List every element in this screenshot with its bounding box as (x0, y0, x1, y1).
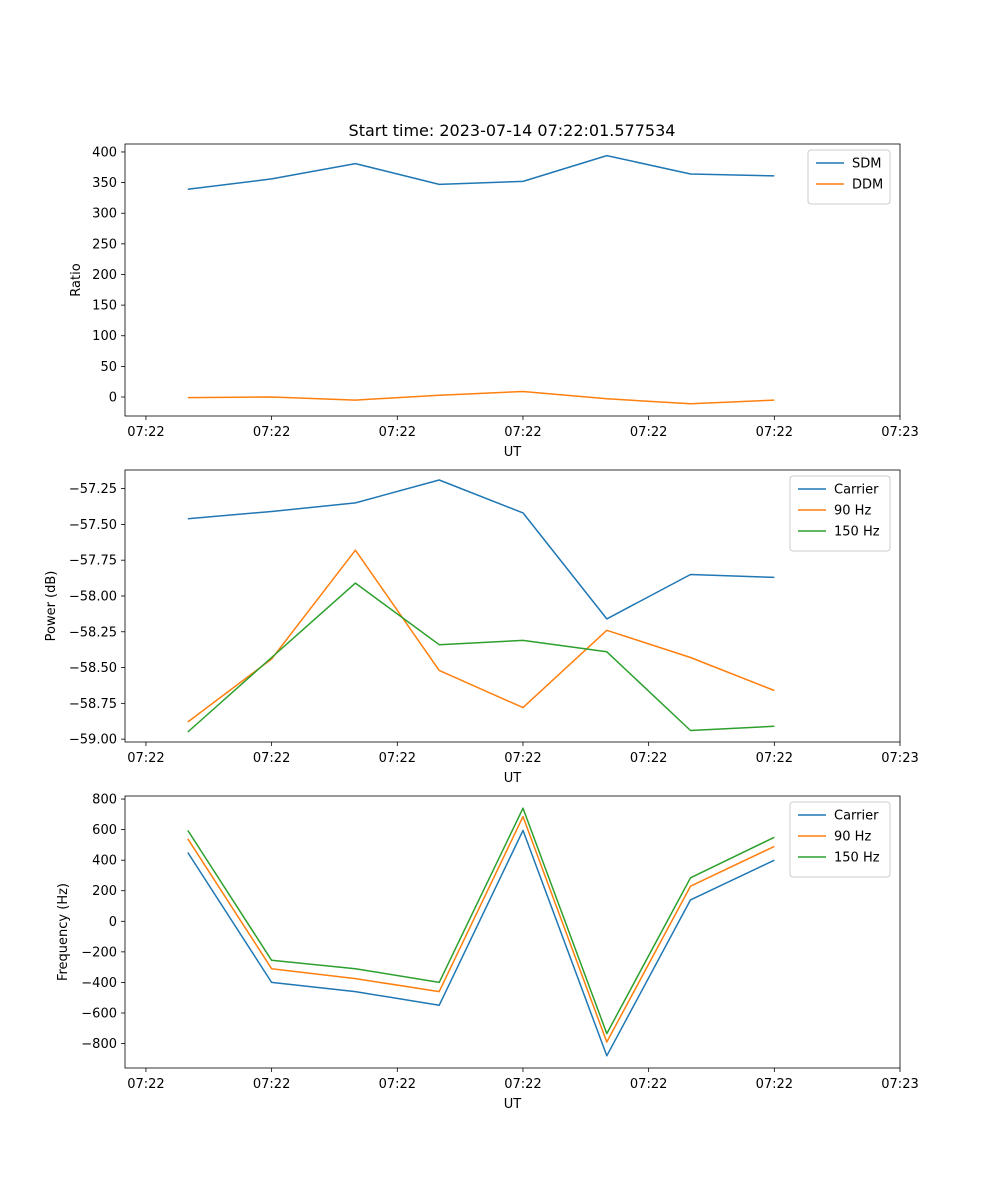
axes-frame (124, 795, 901, 1069)
x-tick-label: 07:22 (630, 425, 667, 440)
x-tick-label: 07:22 (504, 751, 541, 766)
y-axis-label: Power (dB) (44, 571, 59, 642)
y-tick-label: −58.75 (69, 697, 117, 712)
frequency-subplot: 07:22 07:22 07:22 07:22 07:22 07:22 07:23 −800 −… (56, 793, 919, 1112)
y-tick-label: −58.50 (69, 661, 117, 676)
axes-frame (124, 469, 901, 743)
y-tick-label: −600 (81, 1006, 117, 1021)
x-tick-label: 07:23 (881, 425, 918, 440)
y-tick-label: 300 (92, 207, 117, 222)
y-tick-label: 250 (92, 237, 117, 252)
y-tick-label: −58.00 (69, 589, 117, 604)
legend-entry-label: Carrier (834, 483, 879, 498)
x-tick-label: 07:23 (881, 1077, 918, 1092)
legend-entry-label: 150 Hz (834, 851, 880, 866)
x-tick-label: 07:22 (504, 1077, 541, 1092)
y-tick-label: −800 (81, 1037, 117, 1052)
power-subplot: 07:22 07:22 07:22 07:22 07:22 07:22 07:23 −59.0… (44, 469, 919, 786)
y-tick-label: −59.00 (69, 733, 117, 748)
legend-entry-label: 90 Hz (834, 504, 871, 519)
x-tick-label: 07:22 (630, 1077, 667, 1092)
legend-box (789, 475, 891, 552)
y-tick-label: 200 (92, 268, 117, 283)
y-tick-label: 400 (92, 145, 117, 160)
y-axis-label: Ratio (69, 263, 84, 296)
x-tick-label: 07:22 (253, 1077, 290, 1092)
legend-entry-label: SDM (852, 157, 881, 172)
x-tick-label: 07:22 (127, 425, 164, 440)
x-tick-label: 07:22 (379, 425, 416, 440)
legend-entry-label: 90 Hz (834, 830, 871, 845)
x-tick-label: 07:22 (756, 1077, 793, 1092)
y-tick-label: −400 (81, 976, 117, 991)
series-line-carrier (187, 479, 775, 620)
y-tick-label: 150 (92, 299, 117, 314)
y-tick-label: −57.25 (69, 482, 117, 497)
x-tick-label: 07:22 (127, 1077, 164, 1092)
x-axis-label: UT (504, 445, 522, 460)
y-tick-label: 200 (92, 884, 117, 899)
y-tick-label: −58.25 (69, 625, 117, 640)
y-tick-label: −57.75 (69, 554, 117, 569)
legend-box (789, 801, 891, 878)
x-axis-label: UT (504, 1097, 522, 1112)
series-line-150-hz (187, 582, 775, 733)
series-line-90-hz (187, 815, 775, 1043)
legend: SDM DDM (807, 149, 891, 205)
series-line-sdm (187, 154, 775, 191)
series-line-ddm (187, 390, 775, 405)
ratio-subplot: 07:22 07:22 07:22 07:22 07:22 07:22 07:23 0 50 10… (69, 143, 919, 460)
y-axis-label: Frequency (Hz) (56, 883, 71, 981)
x-tick-label: 07:22 (379, 1077, 416, 1092)
x-tick-label: 07:22 (127, 751, 164, 766)
x-tick-label: 07:22 (630, 751, 667, 766)
series-line-150-hz (187, 807, 775, 1035)
y-tick-label: 350 (92, 176, 117, 191)
y-tick-label: −200 (81, 945, 117, 960)
figure-title: Start time: 2023-07-14 07:22:01.577534 (349, 121, 676, 140)
legend-entry-label: 150 Hz (834, 525, 880, 540)
x-tick-label: 07:22 (379, 751, 416, 766)
y-tick-label: 800 (92, 793, 117, 808)
legend-entry-label: Carrier (834, 809, 879, 824)
y-tick-label: 50 (100, 360, 117, 375)
series-line-90-hz (187, 549, 775, 723)
x-tick-label: 07:22 (756, 751, 793, 766)
axes-frame (124, 143, 901, 417)
y-tick-label: 600 (92, 823, 117, 838)
x-tick-label: 07:22 (253, 425, 290, 440)
legend-entry-label: DDM (852, 178, 883, 193)
y-tick-label: −57.50 (69, 518, 117, 533)
x-tick-label: 07:22 (504, 425, 541, 440)
y-tick-label: 0 (109, 915, 117, 930)
y-tick-label: 100 (92, 329, 117, 344)
x-tick-label: 07:22 (756, 425, 793, 440)
legend: Carrier 90 Hz 150 Hz (789, 801, 891, 878)
y-tick-label: 0 (109, 391, 117, 406)
series-line-carrier (187, 829, 775, 1057)
y-tick-label: 400 (92, 854, 117, 869)
legend: Carrier 90 Hz 150 Hz (789, 475, 891, 552)
x-axis-label: UT (504, 771, 522, 786)
x-tick-label: 07:22 (253, 751, 290, 766)
x-tick-label: 07:23 (881, 751, 918, 766)
